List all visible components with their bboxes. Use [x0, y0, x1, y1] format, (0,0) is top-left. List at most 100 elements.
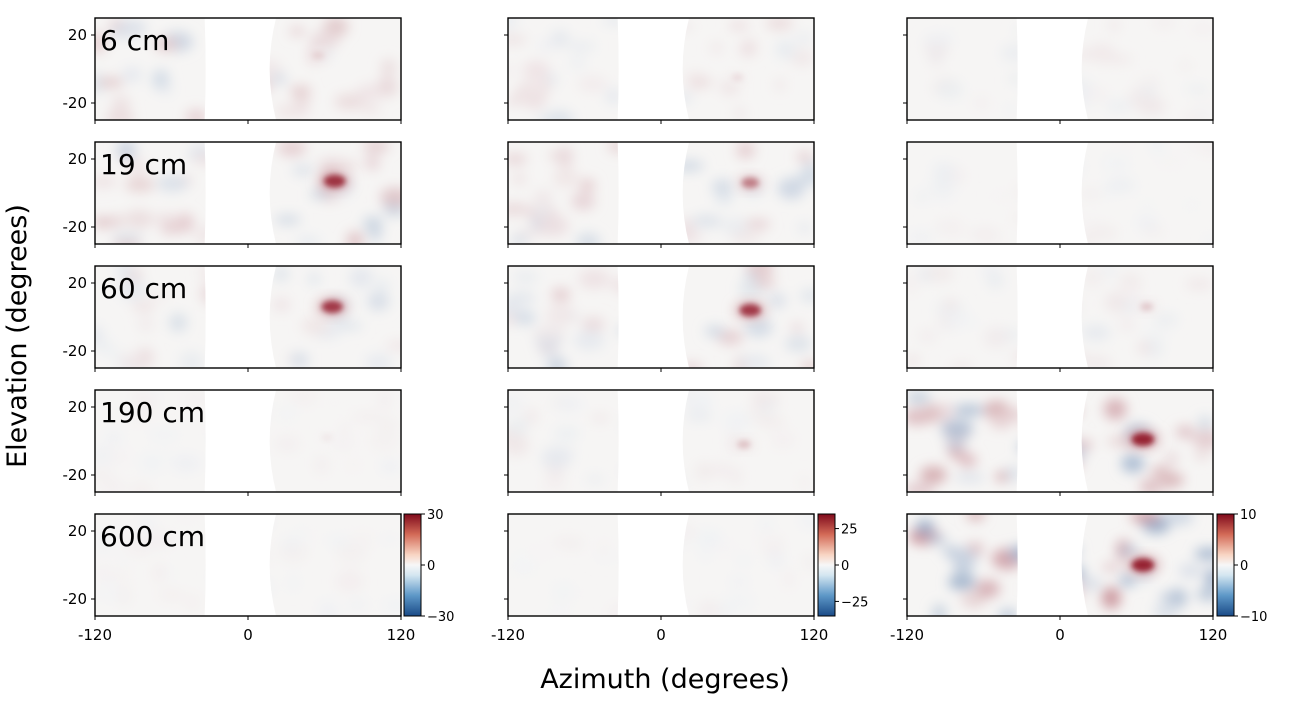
noise-blob [923, 33, 952, 48]
colorbar: 30 0 −30 [403, 508, 454, 625]
noise-blob [95, 564, 112, 584]
noise-blob [1020, 81, 1038, 103]
noise-blob [950, 548, 977, 568]
noise-blob [334, 321, 364, 331]
noise-blob [991, 548, 1023, 570]
noise-blob [346, 231, 364, 244]
noise-blob [110, 215, 123, 228]
noise-blob [1104, 291, 1128, 314]
noise-blob [915, 519, 935, 535]
noise-blob [107, 567, 133, 586]
receptive-field-peak [737, 175, 764, 191]
panel-grid: 20 -20 6 cm 20 -20 19 cm 20 -20 60 cm 20 -20 190 cm… [63, 17, 1227, 644]
noise-blob [628, 522, 654, 544]
noise-blob [508, 396, 524, 413]
noise-blob [1056, 157, 1084, 176]
noise-blob [1103, 398, 1127, 420]
noise-blob [694, 462, 712, 481]
noise-blob [179, 351, 204, 368]
noise-blob [641, 537, 666, 556]
heatmap-field [508, 514, 814, 616]
noise-blob [95, 177, 117, 187]
heatmap-panel [504, 141, 815, 248]
noise-blob [1197, 416, 1213, 431]
noise-blob [183, 592, 201, 613]
noise-blob [566, 536, 583, 552]
noise-blob [511, 172, 527, 185]
noise-blob [334, 93, 364, 110]
noise-blob [579, 179, 596, 192]
noise-blob [538, 215, 570, 237]
noise-blob [946, 315, 978, 328]
noise-blob [307, 272, 321, 286]
receptive-field-peak [733, 438, 755, 451]
noise-blob [1089, 224, 1118, 242]
noise-blob [142, 533, 175, 549]
noise-blob [641, 195, 668, 217]
noise-blob [209, 566, 241, 587]
noise-blob [1178, 60, 1193, 71]
noise-blob [765, 18, 794, 31]
noise-blob [309, 31, 340, 50]
noise-blob [509, 234, 530, 244]
noise-blob [697, 549, 713, 562]
noise-blob [631, 601, 650, 616]
receptive-field-peak [1125, 555, 1160, 575]
noise-blob [379, 460, 401, 473]
noise-blob [111, 232, 143, 243]
noise-blob [1061, 395, 1077, 416]
noise-blob [207, 429, 231, 446]
noise-blob [1181, 198, 1202, 211]
heatmap-panel: -120 0 120 [890, 513, 1227, 644]
noise-blob [1196, 142, 1213, 155]
noise-blob [754, 527, 777, 549]
noise-blob [1184, 84, 1211, 94]
noise-blob [380, 534, 401, 544]
noise-blob [685, 411, 713, 422]
noise-blob [95, 445, 113, 467]
noise-blob [1017, 441, 1047, 454]
noise-blob [233, 269, 264, 291]
receptive-field-peak [318, 171, 352, 191]
noise-blob [194, 225, 219, 244]
noise-blob [332, 434, 355, 452]
peak-core [737, 440, 751, 449]
noise-blob [380, 58, 397, 77]
noise-blob [746, 266, 775, 276]
noise-blob [1082, 267, 1103, 288]
noise-blob [1012, 26, 1045, 35]
noise-blob [362, 216, 383, 232]
noise-blob [247, 552, 273, 564]
noise-blob [139, 516, 155, 531]
noise-blob [1167, 588, 1188, 608]
noise-blob [218, 74, 241, 89]
x-tick-label: -120 [78, 626, 112, 644]
x-tick-label: 120 [387, 626, 416, 644]
noise-blob [995, 471, 1009, 482]
noise-blob [154, 213, 179, 224]
noise-blob [364, 154, 380, 171]
y-tick-label: -20 [63, 590, 88, 608]
noise-blob [95, 589, 122, 600]
noise-blob [1046, 221, 1068, 237]
colorbar-tick-label: 0 [841, 559, 849, 574]
noise-blob [98, 77, 124, 88]
noise-blob [226, 150, 256, 171]
colorbar-tick-label: 0 [1240, 559, 1248, 574]
noise-blob [116, 19, 147, 37]
noise-blob [525, 542, 555, 563]
noise-blob [272, 73, 287, 85]
noise-blob [1061, 206, 1077, 227]
noise-blob [1076, 49, 1092, 60]
noise-blob [146, 290, 170, 301]
colorbar-gradient [403, 513, 422, 617]
noise-blob [275, 104, 297, 119]
noise-blob [801, 553, 814, 571]
heatmap-panel: -120 0 120 [491, 513, 828, 644]
noise-blob [917, 328, 938, 344]
noise-blob [1175, 425, 1194, 439]
heatmap-field [95, 142, 401, 244]
noise-blob [653, 266, 672, 280]
noise-blob [735, 555, 752, 566]
